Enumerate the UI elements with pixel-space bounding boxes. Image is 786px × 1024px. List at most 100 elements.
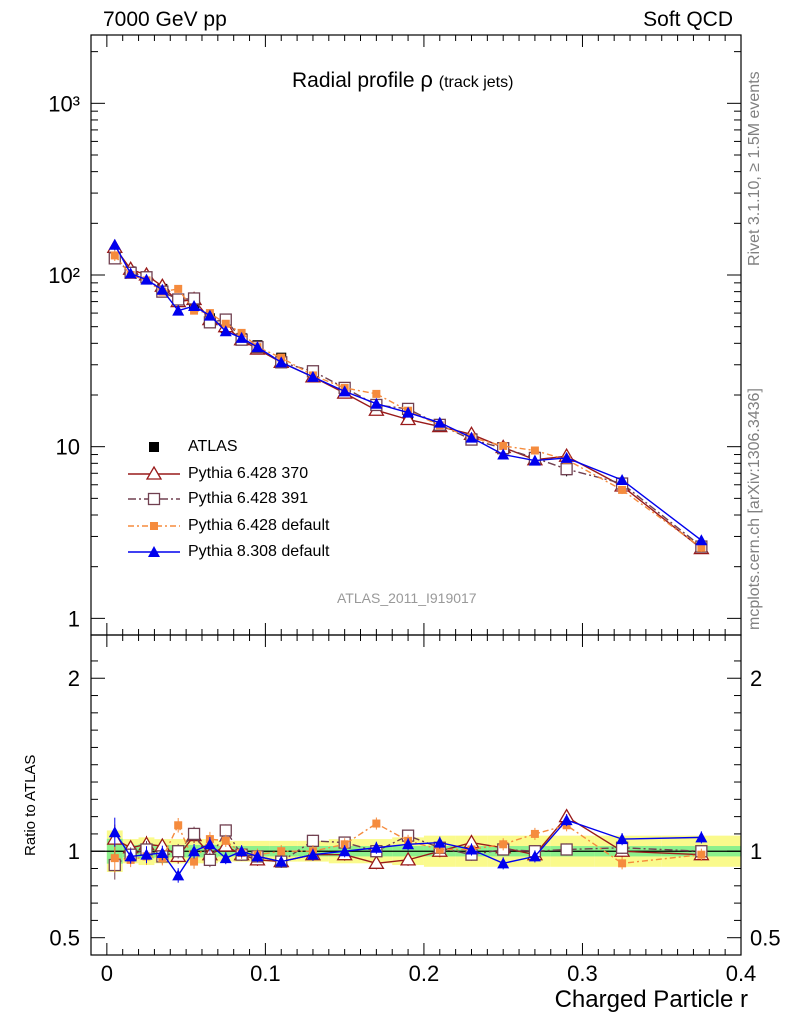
ratio-point-pdefault (190, 857, 199, 866)
upper-point-p8 (370, 397, 383, 409)
ratio-point-p8 (338, 845, 351, 857)
upper-point-p8 (616, 473, 629, 485)
upper-point-pdefault (499, 441, 508, 450)
upper-point-p391 (172, 293, 185, 306)
ratio-point-p8 (219, 852, 232, 864)
plot-title: Radial profile ρ (track jets) (292, 67, 513, 93)
x-tick-label: 0 (101, 961, 113, 986)
ratio-point-p8 (616, 833, 629, 845)
ratio-point-p391 (187, 827, 201, 841)
side-label-rivet: Rivet 3.1.10, ≥ 1.5M events (746, 71, 763, 266)
analysis-id-label: ATLAS_2011_I919017 (337, 590, 477, 606)
x-tick-label: 0.3 (567, 961, 598, 986)
legend-entry-pythia-6428-370: Pythia 6.428 370 (128, 462, 308, 486)
x-axis-label: Charged Particle r (554, 986, 748, 1013)
ratio-point-p8 (140, 848, 153, 860)
legend-entry-pythia-8308-default: Pythia 8.308 default (128, 540, 329, 564)
y-tick-label-ratio: 2 (68, 666, 80, 691)
ratio-point-p8 (275, 855, 288, 867)
ratio-point-p8 (402, 838, 415, 850)
legend-key-pythia-6428-default (128, 522, 180, 530)
upper-point-p8 (124, 267, 137, 279)
ratio-axis-label: Ratio to ATLAS (22, 754, 39, 856)
upper-point-p8 (172, 304, 185, 316)
ratio-point-p8 (108, 826, 121, 838)
ratio-line-pdefault (114, 822, 702, 865)
upper-point-p8 (219, 325, 232, 337)
upper-point-p8 (188, 299, 201, 311)
ratio-point-p8 (203, 838, 216, 850)
ratio-point-p370 (399, 851, 417, 866)
upper-point-p8 (433, 416, 446, 428)
legend-key-atlas (149, 442, 159, 452)
plot-title-suffix: (track jets) (438, 74, 514, 91)
plot-title-symbol: ρ (420, 67, 433, 92)
ratio-point-p370 (368, 855, 385, 869)
y-tick-label-ratio-right: 0.5 (750, 926, 781, 951)
ratio-point-pdefault (277, 847, 286, 856)
upper-point-p8 (695, 534, 708, 546)
upper-point-p8 (203, 309, 216, 321)
ratio-point-p8 (465, 843, 478, 855)
upper-point-p8 (306, 370, 319, 382)
ratio-panel-frame (90, 634, 742, 956)
upper-point-p8 (497, 448, 510, 460)
ratio-point-pdefault (340, 840, 349, 849)
ratio-point-pdefault (435, 845, 444, 854)
ratio-point-p8 (172, 869, 185, 881)
upper-point-pdefault (110, 251, 119, 260)
upper-point-p8 (140, 273, 153, 285)
ratio-point-pdefault (221, 836, 230, 845)
ratio-point-p8 (695, 831, 708, 843)
upper-point-p8 (235, 331, 248, 343)
upper-line-p8 (114, 244, 702, 541)
y-tick-label-ratio: 0.5 (49, 926, 80, 951)
legend-key-pythia-6428-370 (128, 465, 180, 480)
upper-point-p8 (528, 454, 541, 466)
y-tick-label-ratio-right: 1 (750, 839, 762, 864)
legend-label-pythia-6428-default: Pythia 6.428 default (188, 517, 330, 534)
plot-title-main: Radial profile (292, 69, 415, 92)
header-energy-label: 7000 GeV pp (103, 8, 227, 31)
legend-label-pythia-6428-391: Pythia 6.428 391 (188, 490, 309, 507)
y-tick-label-upper: 10³ (48, 91, 80, 116)
y-tick-label-upper: 1 (68, 606, 80, 631)
ratio-point-pdefault (530, 829, 539, 838)
upper-point-p8 (465, 431, 478, 443)
upper-point-p370 (399, 411, 417, 426)
ratio-point-pdefault (697, 850, 706, 859)
ratio-point-p8 (156, 846, 169, 858)
ratio-point-p8 (560, 814, 573, 826)
upper-point-pdefault (618, 485, 627, 494)
header-process-label: Soft QCD (643, 8, 733, 31)
upper-point-p8 (402, 406, 415, 418)
ratio-point-pdefault (110, 854, 119, 863)
ratio-point-pdefault (618, 859, 627, 868)
y-tick-label-upper: 10 (56, 435, 80, 460)
upper-point-pdefault (372, 389, 381, 398)
x-tick-label: 0.2 (409, 961, 440, 986)
ratio-point-p391 (203, 853, 217, 867)
ratio-point-pdefault (372, 819, 381, 828)
tick-labels: 1 10 10² 10³ 0.5 0.5 1 1 2 2 0 0.1 0.2 0.3 0.4 (48, 91, 780, 986)
upper-point-pdefault (530, 446, 539, 455)
legend-label-pythia-8308-default: Pythia 8.308 default (188, 543, 330, 560)
upper-point-p8 (251, 341, 264, 353)
legend-entry-pythia-6428-default: Pythia 6.428 default (128, 514, 329, 538)
upper-point-p8 (338, 385, 351, 397)
legend-entry-pythia-6428-391: Pythia 6.428 391 (128, 487, 308, 511)
upper-line-p391 (114, 257, 702, 548)
ratio-point-p8 (528, 850, 541, 862)
x-tick-label: 0.1 (250, 961, 281, 986)
upper-point-p8 (560, 451, 573, 463)
ratio-series-p8 (108, 814, 708, 883)
upper-point-p8 (108, 238, 121, 250)
legend-key-pythia-8308-default (128, 546, 180, 557)
upper-point-p391 (560, 462, 573, 476)
upper-point-pdefault (697, 543, 706, 552)
ratio-point-p8 (124, 850, 137, 862)
ratio-point-p8 (188, 845, 201, 857)
ratio-point-p8 (235, 845, 248, 857)
y-tick-label-ratio: 1 (68, 839, 80, 864)
